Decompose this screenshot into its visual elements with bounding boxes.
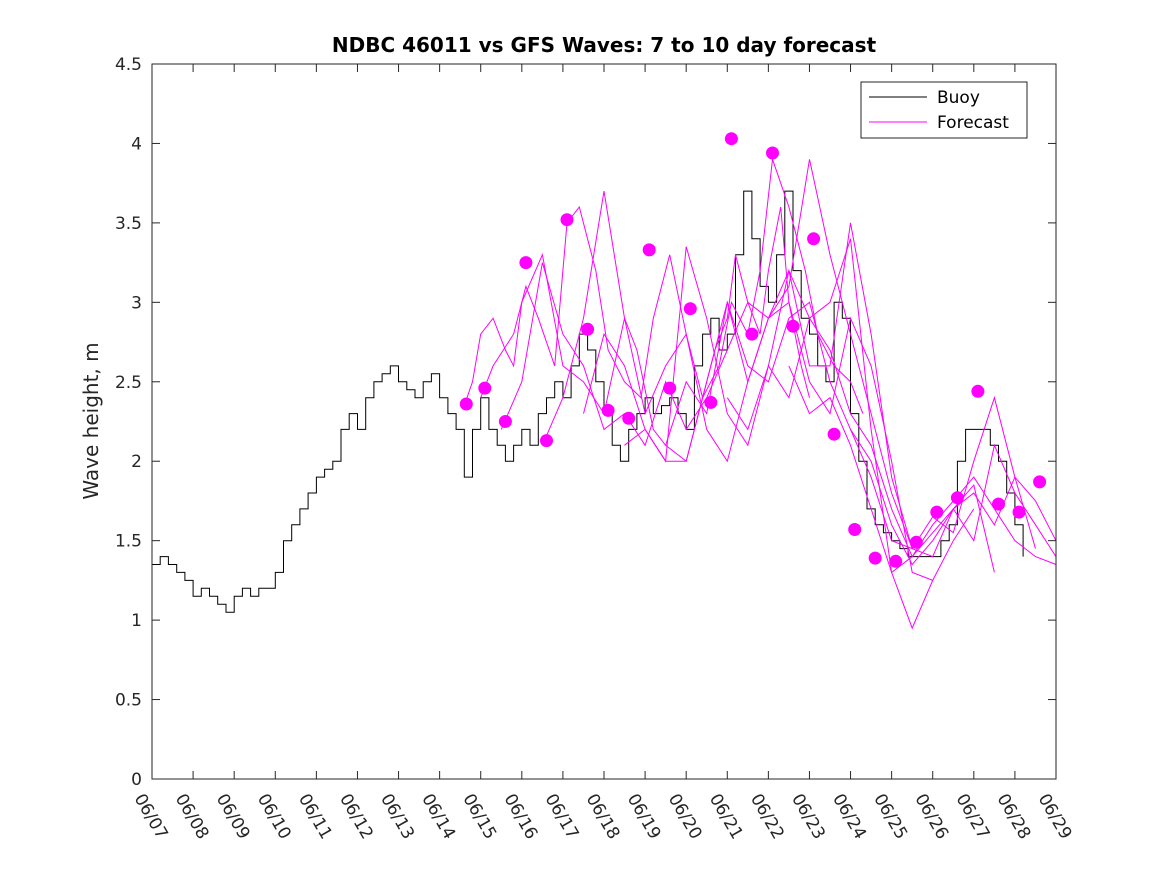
series-line-forecast-8 [726, 316, 1057, 558]
forecast-marker-3 [498, 415, 512, 428]
y-tick-label-9: 4.5 [115, 55, 142, 75]
series-line-forecast-10 [850, 395, 1057, 550]
forecast-marker-19 [827, 427, 841, 441]
forecast-marker-7 [581, 322, 595, 336]
forecast-marker-14 [724, 132, 738, 146]
y-tick-label-1: 0.5 [115, 691, 142, 711]
forecast-marker-22 [889, 554, 903, 568]
forecast-marker-5 [540, 434, 553, 448]
forecast-marker-24 [930, 505, 944, 519]
forecast-marker-8 [601, 403, 615, 417]
forecast-marker-21 [868, 551, 882, 565]
forecast-marker-10 [642, 243, 656, 257]
y-tick-label-6: 3 [131, 293, 142, 313]
y-tick-label-4: 2 [131, 452, 142, 472]
forecast-marker-6 [560, 213, 574, 227]
forecast-marker-4 [519, 256, 533, 270]
forecast-marker-13 [704, 395, 718, 409]
legend-box [860, 81, 1028, 139]
y-tick-label-2: 1 [131, 611, 142, 631]
series-line-forecast-1 [463, 206, 810, 463]
plot-area [152, 64, 1056, 779]
y-tick-label-8: 4 [131, 134, 142, 154]
forecast-marker-1 [459, 397, 473, 411]
forecast-marker-20 [848, 523, 862, 536]
y-axis-title: Wave height, m [79, 342, 103, 499]
y-tick-label-3: 1.5 [115, 532, 142, 552]
forecast-marker-29 [1033, 475, 1047, 489]
forecast-marker-16 [766, 146, 779, 160]
forecast-marker-25 [950, 491, 964, 505]
forecast-marker-27 [992, 497, 1005, 511]
y-tick-label-7: 3.5 [115, 214, 142, 234]
series-layer [152, 132, 1057, 630]
forecast-marker-12 [683, 302, 697, 316]
legend-label-forecast: Forecast [937, 113, 1009, 133]
forecast-marker-26 [971, 384, 985, 398]
series-line-forecast-4 [541, 191, 933, 581]
forecast-marker-23 [909, 535, 923, 549]
forecast-marker-28 [1012, 505, 1026, 519]
legend: Buoy Forecast [860, 81, 1028, 139]
series-line-forecast-2 [480, 159, 864, 414]
forecast-marker-15 [745, 327, 759, 341]
forecast-marker-18 [807, 232, 821, 246]
chart-title: NDBC 46011 vs GFS Waves: 7 to 10 day for… [332, 33, 877, 57]
forecast-marker-2 [478, 381, 492, 395]
y-tick-label-0: 0 [131, 770, 142, 790]
y-tick-label-5: 2.5 [115, 373, 142, 393]
forecast-marker-11 [663, 381, 677, 395]
legend-label-buoy: Buoy [937, 88, 980, 108]
series-line-forecast-6 [624, 222, 995, 573]
forecast-marker-17 [786, 319, 800, 333]
forecast-marker-9 [622, 411, 636, 425]
